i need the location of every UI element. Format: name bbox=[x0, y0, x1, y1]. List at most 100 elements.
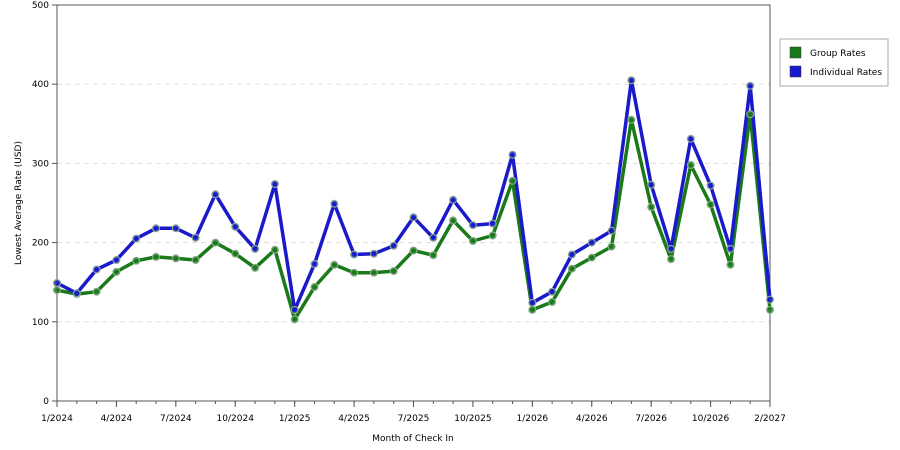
series-1-point-25 bbox=[548, 287, 557, 296]
series-0-point-16 bbox=[369, 268, 378, 277]
series-1-point-14 bbox=[330, 199, 339, 208]
series-1-point-24 bbox=[528, 298, 537, 307]
series-0-point-13 bbox=[310, 283, 319, 292]
series-1-point-2 bbox=[92, 265, 101, 274]
series-1-point-23 bbox=[508, 150, 517, 159]
series-1-point-33 bbox=[706, 181, 715, 190]
x-tick-label-10: 7/2026 bbox=[635, 414, 667, 424]
series-0-point-29 bbox=[627, 115, 636, 124]
series-1-point-17 bbox=[389, 241, 398, 250]
series-1-point-6 bbox=[171, 224, 180, 233]
series-0-point-8 bbox=[211, 238, 220, 247]
grid-lines bbox=[57, 83, 770, 323]
series-0-point-23 bbox=[508, 176, 517, 185]
series-1-point-18 bbox=[409, 213, 418, 222]
series-0-point-10 bbox=[251, 263, 260, 272]
y-axis: 0 100 200 300 400 500 bbox=[32, 1, 57, 407]
series-0-point-5 bbox=[152, 252, 161, 261]
series-1-point-9 bbox=[231, 222, 240, 231]
x-axis: 1/2024 4/2024 7/2024 10/2024 1/2025 4/2025 7/2… bbox=[41, 401, 786, 424]
series-1-point-29 bbox=[627, 76, 636, 85]
x-tick-label-11: 10/2026 bbox=[692, 414, 730, 424]
series-0-point-32 bbox=[686, 161, 695, 170]
series-1-point-28 bbox=[607, 226, 616, 235]
series-1-point-1 bbox=[72, 289, 81, 298]
plot-area-frame bbox=[56, 4, 771, 402]
series-1-point-32 bbox=[686, 134, 695, 143]
series-0-point-24 bbox=[528, 305, 537, 314]
series-1-point-26 bbox=[567, 250, 576, 259]
series-0-point-26 bbox=[567, 264, 576, 273]
series-0-point-36 bbox=[765, 305, 774, 314]
series-0-point-3 bbox=[112, 267, 121, 276]
legend-swatch-0 bbox=[789, 46, 802, 59]
x-tick-label-0: 1/2024 bbox=[41, 414, 73, 424]
series-0-point-21 bbox=[468, 237, 477, 246]
series-0-point-9 bbox=[231, 249, 240, 258]
legend-box bbox=[779, 38, 889, 87]
series-1-point-36 bbox=[765, 295, 774, 304]
series-1-point-13 bbox=[310, 260, 319, 269]
y-axis-title: Lowest Average Rate (USD) bbox=[14, 141, 24, 265]
series-0-point-31 bbox=[666, 255, 675, 264]
series-0-point-7 bbox=[191, 256, 200, 265]
y-tick-label-3: 300 bbox=[32, 159, 49, 169]
series-1-point-22 bbox=[488, 219, 497, 228]
series-1-point-12 bbox=[290, 305, 299, 314]
series-1-point-8 bbox=[211, 190, 220, 199]
series-0-point-12 bbox=[290, 315, 299, 324]
legend-label-0: Group Rates bbox=[810, 49, 866, 59]
series-0-point-2 bbox=[92, 287, 101, 296]
x-tick-label-8: 1/2026 bbox=[516, 414, 548, 424]
x-tick-label-6: 7/2025 bbox=[398, 414, 430, 424]
series-1-point-4 bbox=[132, 234, 141, 243]
series-1-point-27 bbox=[587, 238, 596, 247]
series-0-point-30 bbox=[647, 203, 656, 212]
series-1-point-19 bbox=[429, 233, 438, 242]
series-0-point-33 bbox=[706, 200, 715, 209]
series-1-point-3 bbox=[112, 256, 121, 265]
series-1-point-15 bbox=[350, 250, 359, 259]
y-tick-label-0: 0 bbox=[43, 397, 49, 407]
x-tick-label-12: 2/2027 bbox=[754, 414, 786, 424]
series-0-point-19 bbox=[429, 251, 438, 260]
series-0-point-25 bbox=[548, 298, 557, 307]
series-0-point-0 bbox=[52, 286, 61, 295]
series-1-point-16 bbox=[369, 249, 378, 258]
x-axis-title: Month of Check In bbox=[372, 434, 454, 444]
series-0-point-15 bbox=[350, 268, 359, 277]
series-1-point-5 bbox=[152, 224, 161, 233]
x-tick-label-4: 1/2025 bbox=[279, 414, 311, 424]
series-1-point-30 bbox=[647, 180, 656, 189]
series-0-point-6 bbox=[171, 254, 180, 263]
legend-label-1: Individual Rates bbox=[810, 68, 882, 78]
series-0-point-17 bbox=[389, 267, 398, 276]
series-0-point-14 bbox=[330, 260, 339, 269]
series-line-1 bbox=[56, 78, 772, 312]
series-1-point-7 bbox=[191, 233, 200, 242]
series-0-point-11 bbox=[270, 245, 279, 254]
series-0-point-34 bbox=[726, 260, 735, 269]
series-0-point-18 bbox=[409, 246, 418, 255]
series-1-point-31 bbox=[666, 244, 675, 253]
x-tick-label-9: 4/2026 bbox=[576, 414, 608, 424]
x-tick-label-2: 7/2024 bbox=[160, 414, 192, 424]
series-1-point-21 bbox=[468, 221, 477, 230]
series-1-point-34 bbox=[726, 244, 735, 253]
y-tick-label-1: 100 bbox=[32, 318, 49, 328]
series-layer bbox=[52, 76, 774, 324]
y-tick-label-2: 200 bbox=[32, 239, 49, 249]
y-tick-label-4: 400 bbox=[32, 80, 49, 90]
series-0-point-28 bbox=[607, 242, 616, 251]
series-1-point-0 bbox=[52, 279, 61, 288]
legend: Group Rates Individual Rates bbox=[779, 38, 889, 87]
series-0-point-27 bbox=[587, 253, 596, 262]
legend-swatch-1 bbox=[789, 65, 802, 78]
series-1-point-11 bbox=[270, 180, 279, 189]
series-0-point-22 bbox=[488, 231, 497, 240]
x-tick-label-5: 4/2025 bbox=[338, 414, 370, 424]
series-0-point-35 bbox=[746, 110, 755, 119]
series-1-point-35 bbox=[746, 81, 755, 90]
series-1-point-10 bbox=[251, 244, 260, 253]
